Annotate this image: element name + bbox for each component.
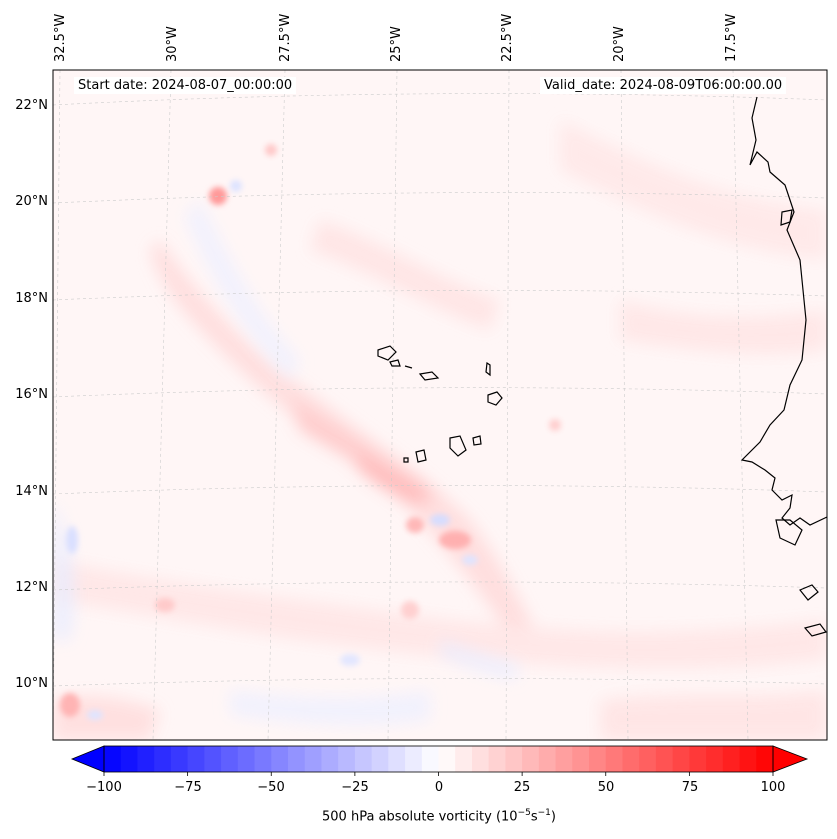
lat-label-14n: 14°N xyxy=(15,484,48,499)
colorbar-swatch xyxy=(371,746,389,772)
colorbar-swatch xyxy=(488,746,506,772)
colorbar-swatch xyxy=(187,746,205,772)
valid-date-label: Valid_date: 2024-08-09T06:00:00.00 xyxy=(540,77,787,94)
colorbar-tick: −75 xyxy=(174,780,202,795)
colorbar-swatch xyxy=(421,746,440,772)
colorbar-swatch xyxy=(354,746,373,772)
colorbar-swatch xyxy=(271,746,289,772)
colorbar xyxy=(70,745,809,776)
colorbar-swatch xyxy=(254,746,272,772)
colorbar-swatch xyxy=(538,746,557,772)
colorbar-swatch xyxy=(304,746,323,772)
colorbar-swatch xyxy=(455,746,473,772)
cape-verde-islands xyxy=(377,345,397,361)
africa-coastline xyxy=(740,96,827,526)
colorbar-tick: −50 xyxy=(257,780,285,795)
lat-label-18n: 18°N xyxy=(15,291,48,306)
colorbar-tick: 50 xyxy=(597,780,615,795)
colorbar-swatch xyxy=(689,746,707,772)
colorbar-swatch xyxy=(655,746,674,772)
lon-label-17-5w: 17.5°W xyxy=(724,13,739,62)
lat-label-22n: 22°N xyxy=(15,98,48,113)
colorbar-tick: 25 xyxy=(513,780,531,795)
colorbar-swatch xyxy=(221,746,239,772)
lon-label-20w: 20°W xyxy=(612,26,627,62)
lon-label-32-5w: 32.5°W xyxy=(53,13,68,62)
colorbar-tick: −100 xyxy=(86,780,122,795)
colorbar-swatch xyxy=(405,746,423,772)
colorbar-swatch xyxy=(154,746,172,772)
colorbar-swatch xyxy=(388,746,406,772)
colorbar-swatch xyxy=(572,746,590,772)
colorbar-label: 500 hPa absolute vorticity (10−5s−1) xyxy=(322,808,556,825)
colorbar-swatch xyxy=(120,746,139,772)
colorbar-swatch xyxy=(438,746,456,772)
colorbar-tick: −25 xyxy=(341,780,369,795)
lat-label-20n: 20°N xyxy=(15,194,48,209)
colorbar-swatch xyxy=(622,746,640,772)
colorbar-swatch xyxy=(204,746,222,772)
lon-label-30w: 30°W xyxy=(165,26,180,62)
colorbar-swatch xyxy=(522,746,540,772)
vorticity-field xyxy=(53,120,827,740)
colorbar-swatch xyxy=(137,746,155,772)
lat-label-12n: 12°N xyxy=(15,580,48,595)
colorbar-swatch xyxy=(321,746,339,772)
colorbar-extend-low xyxy=(70,745,105,773)
colorbar-tick: 100 xyxy=(760,780,786,795)
lat-label-10n: 10°N xyxy=(15,676,48,691)
colorbar-swatch xyxy=(505,746,523,772)
colorbar-swatch xyxy=(104,746,122,772)
colorbar-swatch xyxy=(605,746,624,772)
colorbar-swatch xyxy=(722,746,741,772)
coastlines xyxy=(377,96,827,637)
lon-label-22-5w: 22.5°W xyxy=(500,13,515,62)
colorbar-swatch xyxy=(589,746,607,772)
lat-label-16n: 16°N xyxy=(15,387,48,402)
colorbar-swatch xyxy=(672,746,690,772)
colorbar-tick: 75 xyxy=(681,780,699,795)
lon-label-25w: 25°W xyxy=(389,26,404,62)
lon-label-27-5w: 27.5°W xyxy=(278,13,293,62)
colorbar-swatch xyxy=(287,746,306,772)
gridlines xyxy=(53,70,827,740)
colorbar-extend-high xyxy=(772,745,809,773)
colorbar-swatch xyxy=(739,746,757,772)
start-date-label: Start date: 2024-08-07_00:00:00 xyxy=(74,77,297,94)
map-frame xyxy=(52,69,828,741)
colorbar-swatch xyxy=(756,746,774,772)
colorbar-swatch xyxy=(555,746,573,772)
colorbar-swatch xyxy=(471,746,490,772)
colorbar-tick: 0 xyxy=(434,780,444,795)
colorbar-swatch xyxy=(639,746,657,772)
colorbar-swatch xyxy=(338,746,356,772)
colorbar-swatch xyxy=(706,746,724,772)
colorbar-swatch xyxy=(237,746,256,772)
colorbar-swatch xyxy=(170,746,189,772)
